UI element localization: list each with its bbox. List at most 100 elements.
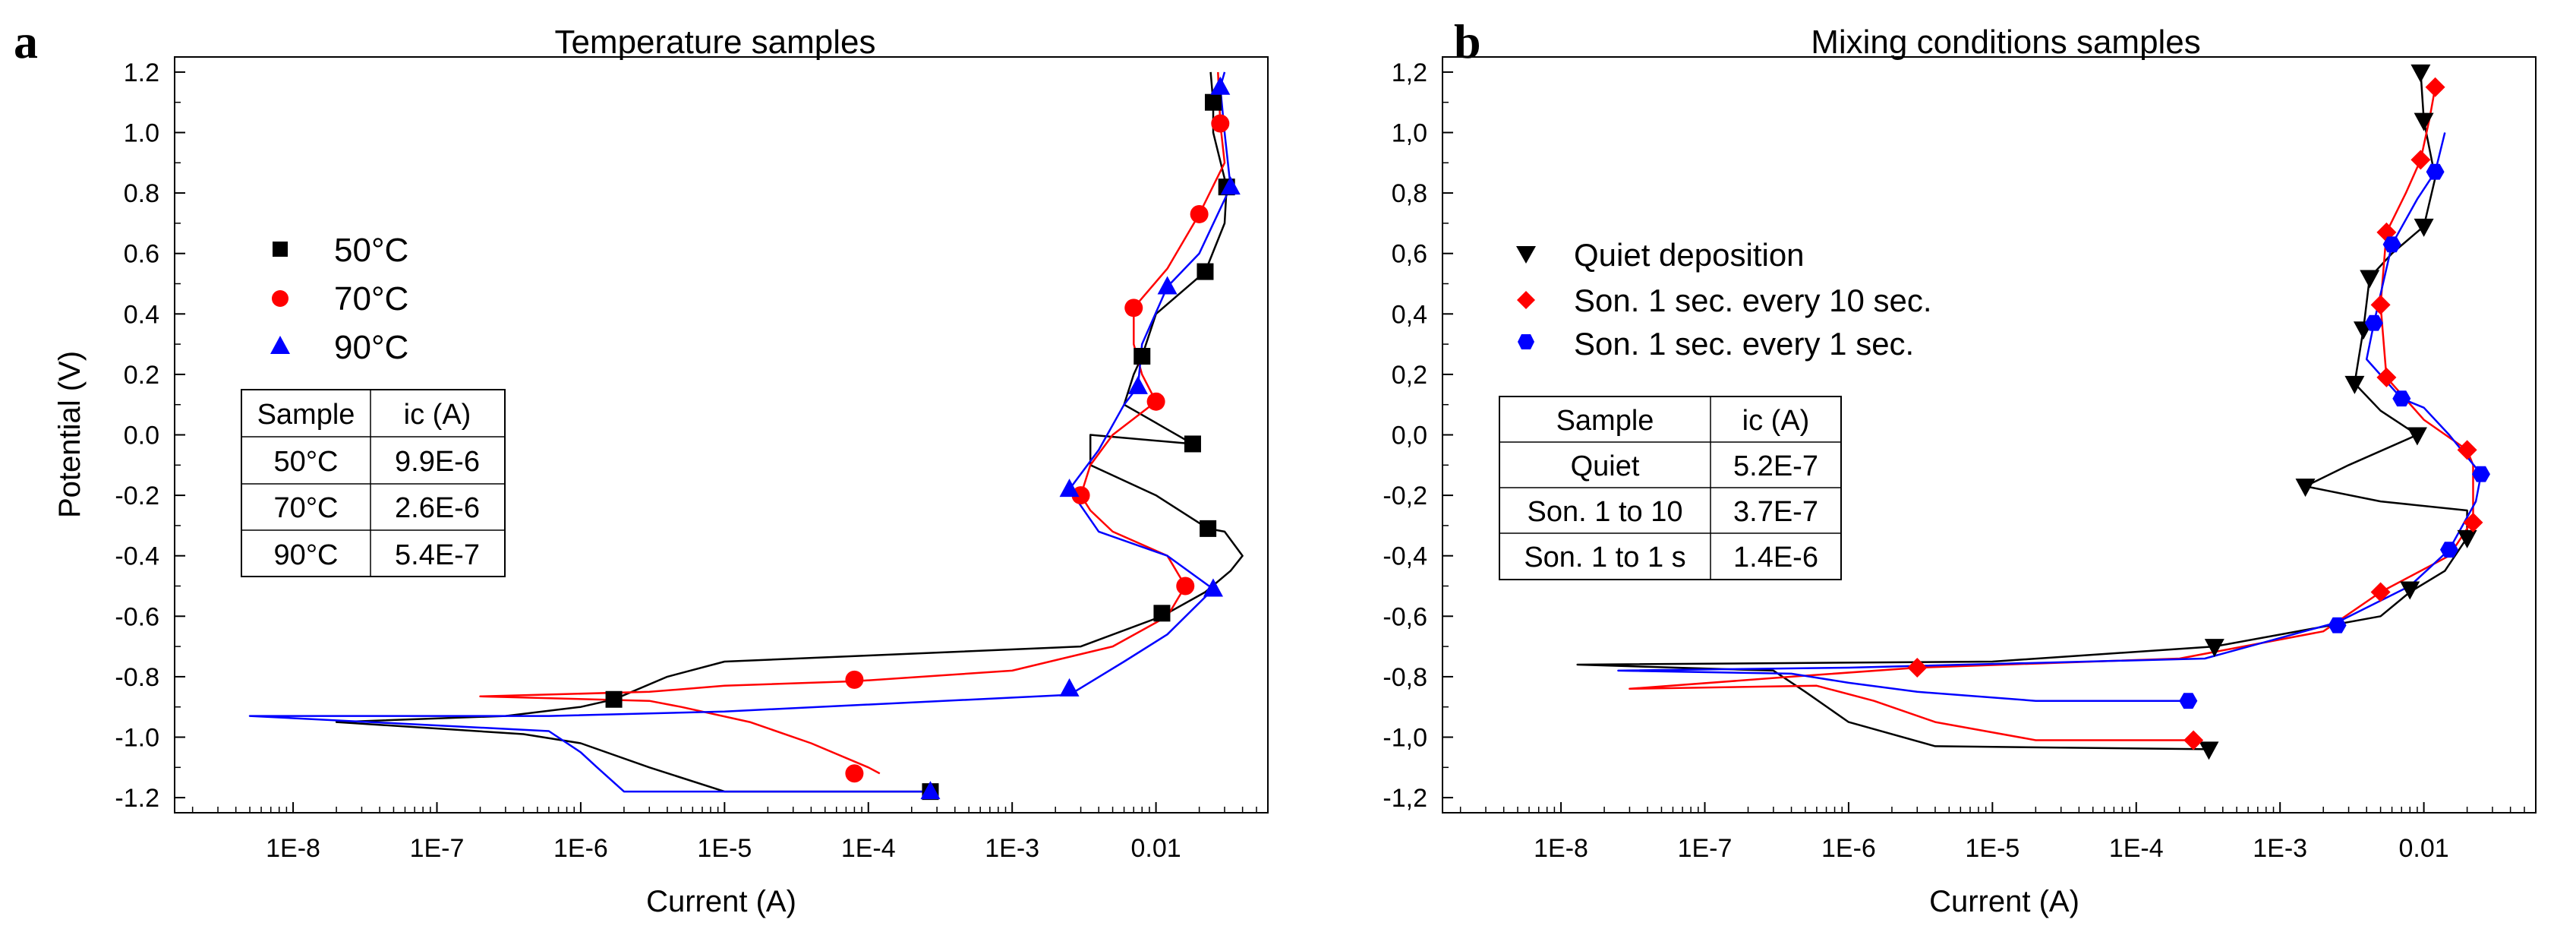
table-cell: 90°C <box>274 539 339 571</box>
data-point <box>920 781 941 800</box>
chart-mixing: 1E-8 1E-7 1E-6 1E-5 1E-4 1E-3 0.01 1,2 1,0 0,8 0,6… <box>1383 24 2537 918</box>
y-tick-label: -1,2 <box>1383 784 1427 813</box>
table-cell: 70°C <box>274 492 339 524</box>
x-tick-label: 0.01 <box>1131 834 1181 863</box>
y-tick-label: 0.6 <box>124 240 159 269</box>
legend-label: Son. 1 sec. every 1 sec. <box>1574 326 1914 362</box>
series-line <box>335 71 1244 793</box>
legend-label: Quiet deposition <box>1574 237 1805 273</box>
data-point <box>2414 218 2434 237</box>
data-point <box>2400 581 2420 600</box>
x-tick-label: 1E-3 <box>2253 834 2307 863</box>
panel-a-letter: a <box>14 14 38 68</box>
data-point <box>2382 236 2401 253</box>
table-header: ic (A) <box>1742 405 1810 437</box>
legend: Quiet deposition Son. 1 sec. every 10 se… <box>1516 237 1932 362</box>
chart-title: Mixing conditions samples <box>1811 24 2201 61</box>
y-tick-label: -1.2 <box>115 784 159 813</box>
legend-marker-triangle-down <box>1516 246 1536 264</box>
x-axis-label: Current (A) <box>1929 885 2079 918</box>
table-header: Sample <box>1556 405 1654 437</box>
x-tick-label: 1E-8 <box>266 834 320 863</box>
table-header: Sample <box>257 399 355 431</box>
data-point <box>1146 392 1165 411</box>
data-point <box>2364 314 2383 331</box>
axis-ticks: 1E-8 1E-7 1E-6 1E-5 1E-4 1E-3 0.01 1.2 1.0 0.8 0.6… <box>115 58 1269 863</box>
y-tick-label: 0.4 <box>124 300 159 329</box>
legend-item: Son. 1 sec. every 10 sec. <box>1517 283 1932 318</box>
axis-ticks: 1E-8 1E-7 1E-6 1E-5 1E-4 1E-3 0.01 1,2 1,0 0,8 0,6… <box>1383 58 2537 863</box>
table-cell: 50°C <box>274 446 339 478</box>
table-cell: 5.2E-7 <box>1733 450 1818 482</box>
y-tick-label: -0,8 <box>1383 663 1427 692</box>
legend-item: Quiet deposition <box>1516 237 1805 273</box>
y-tick-label: -0.8 <box>115 663 159 692</box>
y-tick-label: 0,2 <box>1392 361 1427 390</box>
y-tick-label: -0,2 <box>1383 482 1427 510</box>
series-lines <box>248 71 1244 793</box>
data-point <box>2440 542 2458 558</box>
data-point <box>2344 375 2365 394</box>
y-tick-label: 0.2 <box>124 361 159 390</box>
data-point <box>1220 176 1241 195</box>
y-tick-label: 0.0 <box>124 422 159 450</box>
y-tick-label: 0.8 <box>124 179 159 208</box>
data-point <box>1071 486 1090 505</box>
legend-label: 70°C <box>334 280 408 318</box>
data-point <box>1200 520 1217 537</box>
data-point <box>2183 730 2204 750</box>
data-point <box>1204 93 1222 111</box>
y-tick-label: -1,0 <box>1383 724 1427 753</box>
legend-label: 90°C <box>334 329 408 366</box>
x-axis-label: Current (A) <box>646 885 796 918</box>
legend-label: 50°C <box>334 232 408 269</box>
x-tick-label: 1E-6 <box>1821 834 1876 863</box>
table-cell: 9.9E-6 <box>395 446 480 478</box>
chart-title: Temperature samples <box>554 24 875 61</box>
data-point <box>1059 678 1080 697</box>
y-tick-label: 1,0 <box>1392 119 1427 148</box>
y-tick-label: 1,2 <box>1392 58 1427 87</box>
x-tick-label: 1E-5 <box>697 834 752 863</box>
table-cell: 1.4E-6 <box>1733 542 1818 573</box>
ic-table: Sample ic (A) Quiet 5.2E-7 Son. 1 to 10 … <box>1499 396 1842 580</box>
data-point <box>1203 578 1223 597</box>
data-point <box>2426 163 2445 180</box>
data-point <box>2425 77 2445 97</box>
data-point <box>1176 577 1195 596</box>
legend-marker-circle <box>272 290 288 307</box>
x-tick-label: 1E-4 <box>841 834 896 863</box>
data-point <box>1157 276 1178 295</box>
data-point <box>605 690 623 708</box>
table-cell: Quiet <box>1571 450 1640 482</box>
x-tick-label: 0.01 <box>2399 834 2449 863</box>
table-cell: 5.4E-7 <box>395 539 480 571</box>
data-point <box>1907 657 1928 678</box>
data-point <box>1210 76 1231 95</box>
data-point <box>2199 741 2219 760</box>
series-line <box>1617 132 2483 702</box>
data-point <box>1153 605 1171 622</box>
data-point <box>2463 512 2483 532</box>
x-tick-label: 1E-8 <box>1534 834 1588 863</box>
legend-label: Son. 1 sec. every 10 sec. <box>1574 283 1932 318</box>
table-cell: 2.6E-6 <box>395 492 480 524</box>
y-tick-label: -0.4 <box>115 542 159 571</box>
series-line <box>248 71 1232 793</box>
series-markers <box>605 76 1241 801</box>
legend-item: 50°C <box>273 232 408 269</box>
x-tick-label: 1E-3 <box>985 834 1039 863</box>
y-tick-label: -0,6 <box>1383 602 1427 631</box>
data-point <box>2328 617 2347 633</box>
table-header: ic (A) <box>404 399 471 431</box>
y-tick-label: -1.0 <box>115 724 159 753</box>
data-point <box>2376 367 2397 387</box>
data-point <box>2370 582 2391 602</box>
data-point <box>2414 112 2434 131</box>
y-tick-label: 0,4 <box>1392 300 1427 329</box>
data-point <box>2457 529 2477 548</box>
x-tick-label: 1E-5 <box>1965 834 2019 863</box>
data-point <box>1197 263 1214 280</box>
data-point <box>845 764 864 783</box>
